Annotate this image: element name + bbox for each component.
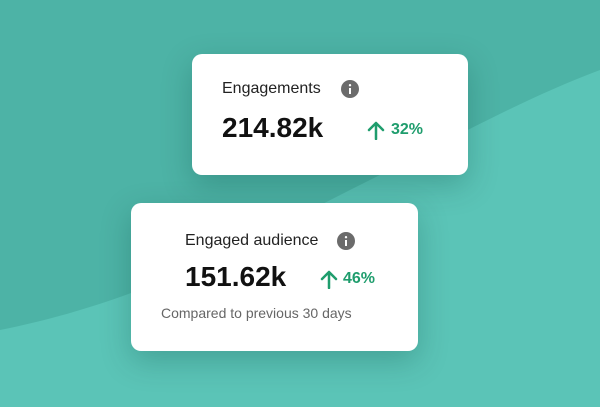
card-title: Engagements [222, 80, 321, 97]
change-percent: 32% [391, 121, 424, 138]
engaged-audience-card: Engaged audience 151.62k 46% Compared to… [131, 203, 418, 351]
up-arrow [320, 270, 338, 289]
metric-value: 214.82k [222, 112, 324, 143]
card-title: Engaged audience [185, 232, 319, 249]
engagements-card: Engagements 214.82k 32% [192, 54, 468, 175]
change-percent: 46% [343, 270, 376, 287]
info-icon[interactable] [337, 232, 355, 250]
info-icon[interactable] [341, 80, 359, 98]
up-arrow [367, 121, 385, 140]
comparison-note: Compared to previous 30 days [161, 305, 352, 321]
metric-value: 151.62k [185, 261, 287, 292]
